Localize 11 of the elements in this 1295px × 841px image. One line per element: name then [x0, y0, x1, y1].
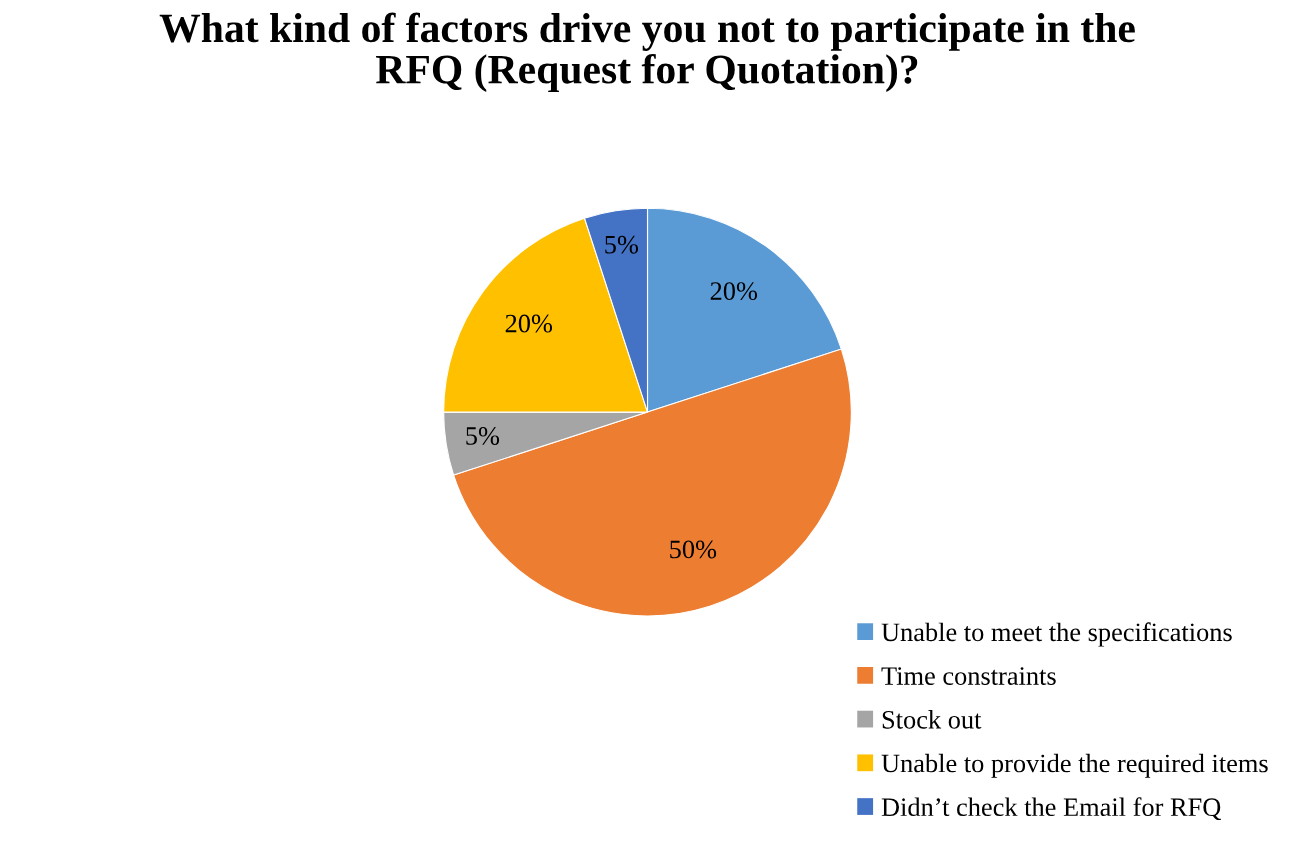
- data-label: 5%: [466, 427, 500, 445]
- legend-label: Unable to provide the required items: [881, 753, 1268, 778]
- legend-label: Stock out: [882, 710, 982, 729]
- legend-label: Time constraints: [881, 667, 1056, 685]
- data-label: 5%: [605, 235, 639, 254]
- data-label: 50%: [670, 540, 717, 559]
- data-label: 20%: [505, 314, 553, 333]
- chart-title: What kind of factors drive you not to participate in the RFQ (Request for Quotation)?: [159, 12, 1135, 93]
- legend-label: Didn’t check the Email for RFQ: [881, 797, 1221, 821]
- legend-label: Unable to meet the specifications: [881, 622, 1232, 647]
- data-label: 20%: [710, 282, 758, 301]
